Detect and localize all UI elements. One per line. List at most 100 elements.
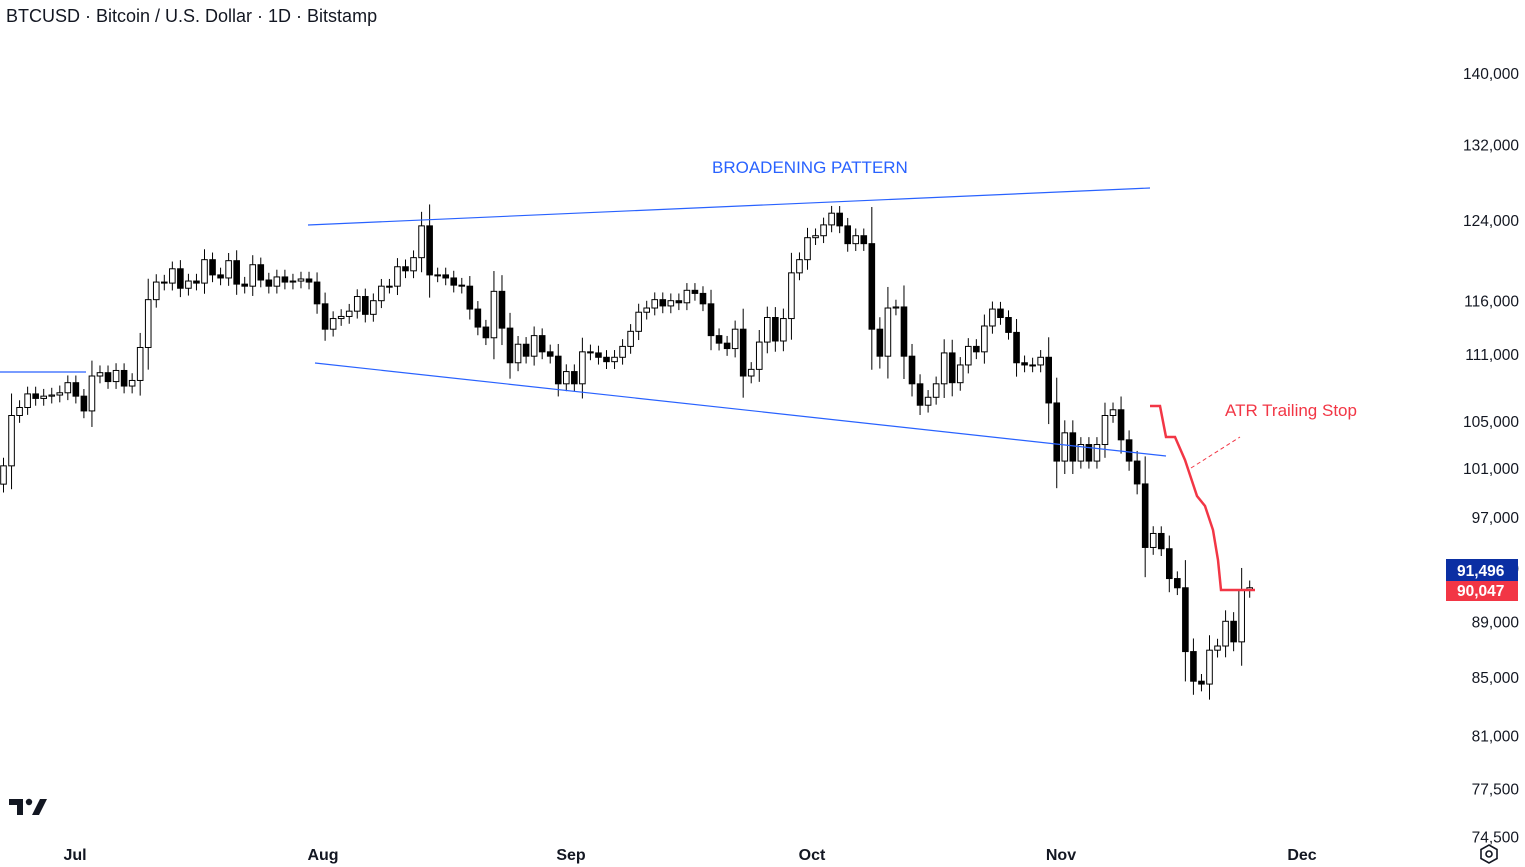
candle [627,324,634,354]
price-badges: 91,496 90,047 [1446,559,1518,601]
candle [64,375,72,401]
candle [193,273,200,291]
candle [185,273,192,296]
candle [1021,355,1028,373]
candle [965,338,972,374]
candle [169,261,176,291]
candle [161,274,168,291]
candle [48,387,56,404]
candle [1109,402,1117,423]
last-price-badge [1446,559,1518,581]
candle [506,312,514,379]
candle [474,301,482,336]
candle [442,267,449,286]
candle [554,343,562,397]
candle [940,339,948,398]
candle [747,362,755,384]
candle [458,277,466,294]
atr-trailing-stop-line [1150,404,1255,592]
candle [812,228,819,245]
candle [289,273,297,290]
candle [450,270,458,293]
atr-stop-text: 90,047 [1457,583,1504,600]
candle [595,345,602,365]
candle [112,363,120,389]
candle [1157,526,1165,557]
candle [96,365,104,384]
y-tick-label: 132,000 [1463,137,1519,154]
candle [635,303,642,341]
x-axis: Jul Aug Sep Oct Nov Dec [63,847,1316,864]
candle [1182,560,1189,682]
candle [120,363,128,394]
candle [249,255,257,296]
candle [659,292,667,314]
candle [1166,535,1173,593]
candle [715,328,723,351]
candle [402,259,409,279]
candle [731,320,739,358]
candle [201,249,208,294]
candle [619,339,626,365]
y-tick-label: 89,000 [1472,614,1520,631]
candle [643,300,651,320]
candle [1238,567,1245,666]
candle [1190,638,1197,695]
candle [860,228,868,251]
y-tick-label: 111,000 [1465,347,1519,364]
candle [820,217,827,244]
candle [997,301,1004,325]
y-tick-label: 81,000 [1472,728,1520,745]
x-tick-label: Oct [799,847,826,864]
candle [1141,456,1149,578]
candle [546,344,554,364]
candle [788,252,795,340]
candle [571,364,578,392]
y-tick-label: 124,000 [1463,213,1519,230]
y-tick-label: 97,000 [1472,510,1520,527]
candle [1230,612,1237,652]
candle [1053,377,1061,489]
candle [1029,357,1036,373]
atr-stop-badge [1446,581,1518,601]
candle [1206,635,1213,700]
candle [40,388,48,406]
candle [538,328,546,360]
broadening-pattern-label: BROADENING PATTERN [712,158,908,177]
settings-icon[interactable] [1478,843,1500,865]
candle [1037,350,1044,373]
candle [144,278,152,370]
candle [852,228,860,251]
lower-trendline [314,362,1167,457]
candlestick-series [0,204,1254,700]
candle [1174,571,1181,596]
candle [699,286,707,312]
candle [72,375,80,404]
candle [844,217,852,252]
candle [956,357,964,391]
candle [233,250,240,295]
candle [796,252,803,281]
candle [755,329,763,382]
candle [723,335,731,356]
candle [1005,310,1012,340]
candle [924,390,932,413]
chart-title: BTCUSD · Bitcoin / U.S. Dollar · 1D · Bi… [6,6,378,26]
candle [265,272,273,294]
candle [394,258,401,296]
candle [378,278,385,309]
candle [273,269,281,294]
candle [1214,638,1221,658]
last-price-text: 91,496 [1457,563,1505,580]
candle [828,205,835,233]
candle [876,317,884,369]
candle [981,314,988,364]
candle [136,332,144,396]
candle [675,293,683,311]
candle [128,373,136,394]
candle [0,457,7,493]
candle [884,286,892,379]
candle [522,337,530,364]
candle [426,204,433,298]
